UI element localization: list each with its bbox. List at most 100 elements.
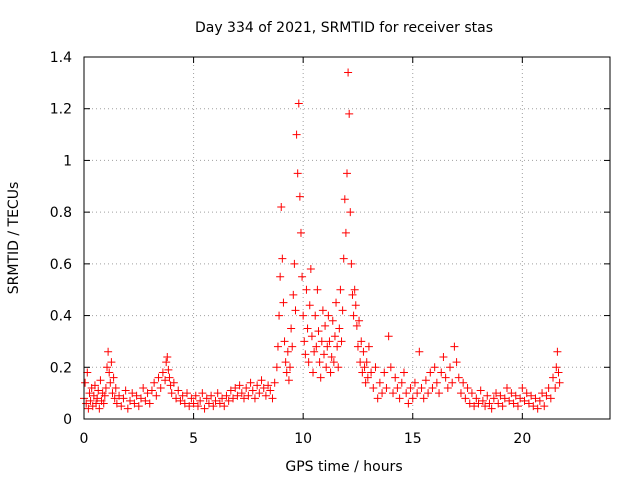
data-point bbox=[430, 363, 439, 372]
data-point bbox=[413, 389, 422, 398]
data-point bbox=[485, 399, 494, 408]
data-point bbox=[106, 378, 115, 387]
data-point bbox=[463, 383, 472, 392]
data-point bbox=[393, 383, 402, 392]
data-point bbox=[110, 394, 119, 403]
data-point bbox=[553, 347, 562, 356]
data-point bbox=[316, 373, 325, 382]
data-point bbox=[349, 311, 358, 320]
data-point bbox=[487, 404, 496, 413]
data-point bbox=[489, 394, 498, 403]
data-point bbox=[101, 383, 110, 392]
data-point bbox=[105, 368, 114, 377]
data-point bbox=[441, 373, 450, 382]
data-point bbox=[443, 383, 452, 392]
data-point bbox=[90, 381, 99, 390]
data-point bbox=[185, 402, 194, 411]
y-axis-label: SRMTID / TECUs bbox=[6, 182, 22, 295]
data-point bbox=[86, 396, 95, 405]
data-point bbox=[483, 391, 492, 400]
data-point bbox=[555, 378, 564, 387]
data-point bbox=[176, 396, 185, 405]
data-point bbox=[158, 368, 167, 377]
data-point bbox=[509, 399, 518, 408]
data-point bbox=[161, 376, 170, 385]
y-tick-label: 1.4 bbox=[50, 50, 72, 66]
data-point bbox=[165, 373, 174, 382]
data-point bbox=[322, 363, 331, 372]
data-point bbox=[121, 386, 130, 395]
data-point bbox=[335, 324, 344, 333]
data-point bbox=[178, 391, 187, 400]
data-point bbox=[461, 394, 470, 403]
data-point bbox=[552, 363, 561, 372]
data-point bbox=[465, 399, 474, 408]
data-point bbox=[255, 389, 264, 398]
data-point bbox=[470, 402, 479, 411]
data-point bbox=[307, 332, 316, 341]
data-point bbox=[180, 399, 189, 408]
data-point bbox=[311, 311, 320, 320]
data-point bbox=[202, 394, 211, 403]
data-point bbox=[364, 342, 373, 351]
data-point bbox=[375, 378, 384, 387]
data-point bbox=[136, 394, 145, 403]
data-point bbox=[355, 316, 364, 325]
data-point bbox=[218, 394, 227, 403]
data-point bbox=[154, 373, 163, 382]
data-point bbox=[329, 358, 338, 367]
data-point bbox=[496, 391, 505, 400]
data-point bbox=[310, 347, 319, 356]
data-point bbox=[152, 391, 161, 400]
data-point bbox=[92, 399, 101, 408]
data-point bbox=[268, 394, 277, 403]
data-point bbox=[505, 396, 514, 405]
data-point bbox=[313, 285, 322, 294]
data-point bbox=[327, 352, 336, 361]
data-point bbox=[522, 389, 531, 398]
data-point bbox=[123, 404, 132, 413]
data-point bbox=[472, 394, 481, 403]
data-point bbox=[139, 383, 148, 392]
data-point bbox=[339, 254, 348, 263]
data-point bbox=[408, 394, 417, 403]
data-point bbox=[150, 378, 159, 387]
data-point bbox=[474, 399, 483, 408]
data-point bbox=[303, 324, 312, 333]
data-point bbox=[513, 402, 522, 411]
data-point bbox=[167, 389, 176, 398]
data-point bbox=[163, 352, 172, 361]
data-point bbox=[103, 363, 112, 372]
data-point bbox=[107, 358, 116, 367]
data-point bbox=[426, 368, 435, 377]
data-point bbox=[467, 389, 476, 398]
data-point bbox=[147, 386, 156, 395]
data-point bbox=[111, 383, 120, 392]
data-point bbox=[287, 324, 296, 333]
data-point bbox=[353, 342, 362, 351]
data-point bbox=[187, 394, 196, 403]
data-point bbox=[546, 394, 555, 403]
data-point bbox=[382, 383, 391, 392]
data-point bbox=[343, 169, 351, 178]
y-tick-label: 0.2 bbox=[50, 360, 72, 376]
y-tick-label: 0 bbox=[63, 412, 72, 428]
data-point bbox=[164, 365, 173, 374]
data-point bbox=[319, 350, 328, 359]
data-point bbox=[336, 285, 345, 294]
data-point bbox=[399, 368, 408, 377]
data-point bbox=[330, 332, 339, 341]
data-point bbox=[332, 298, 341, 307]
data-point bbox=[439, 352, 448, 361]
data-point bbox=[340, 195, 349, 204]
data-point bbox=[183, 389, 192, 398]
data-point bbox=[371, 363, 380, 372]
data-point bbox=[448, 378, 457, 387]
data-point bbox=[302, 285, 311, 294]
data-point bbox=[281, 358, 290, 367]
data-point bbox=[115, 391, 124, 400]
data-point bbox=[284, 376, 293, 385]
data-point bbox=[437, 368, 446, 377]
data-point bbox=[224, 396, 233, 405]
data-point bbox=[282, 368, 291, 377]
